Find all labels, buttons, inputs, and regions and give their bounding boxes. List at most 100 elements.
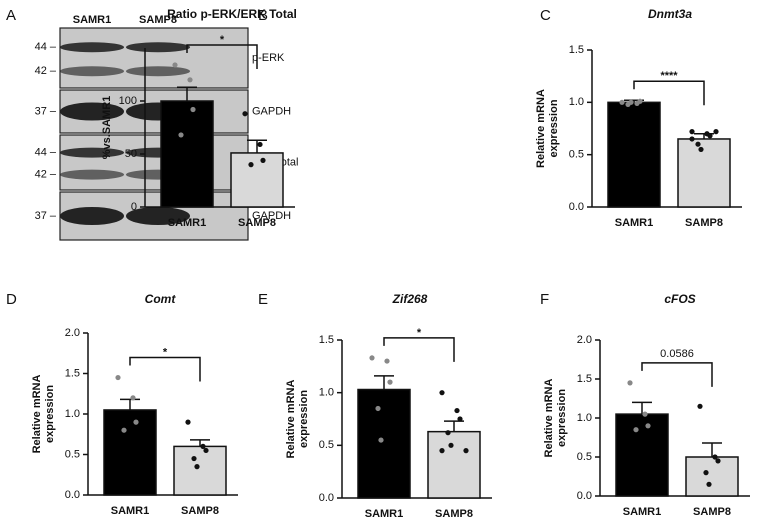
significance-label: *	[417, 327, 422, 339]
data-point	[448, 442, 454, 448]
y-tick-label: 1.0	[569, 96, 584, 108]
data-point	[194, 464, 200, 470]
bar	[607, 101, 661, 208]
chart-title: Ratio p-ERK/ERK Total	[167, 7, 297, 21]
data-point	[619, 99, 625, 105]
y-tick-label: 100	[119, 95, 137, 107]
significance-label: *	[220, 34, 225, 46]
bar	[685, 456, 739, 497]
chart-title: Comt	[145, 292, 177, 306]
y-tick-label: 0.0	[577, 490, 592, 502]
bar	[427, 430, 481, 499]
y-tick-label: 0.0	[569, 201, 584, 213]
data-point	[260, 157, 266, 163]
y-tick-label: 1.5	[569, 44, 584, 56]
data-point	[712, 454, 718, 460]
data-point	[454, 407, 460, 414]
data-point	[384, 358, 390, 364]
blot-label: p-ERK	[252, 52, 285, 64]
band	[126, 207, 190, 225]
x-tick-label: SAMP8	[435, 508, 473, 520]
y-tick-label: 50	[125, 148, 137, 160]
data-point	[190, 106, 196, 113]
y-tick-label: 0.5	[577, 451, 592, 463]
blot-label: GAPDH	[252, 105, 291, 117]
data-point	[369, 355, 375, 361]
data-point	[628, 99, 634, 105]
data-point	[191, 455, 197, 462]
y-axis-label: %vs.SAMR1	[101, 96, 113, 160]
y-tick-label: 1.5	[577, 373, 592, 385]
data-point	[130, 395, 136, 401]
y-axis-label: expression	[548, 99, 560, 157]
y-axis-label: expression	[44, 385, 56, 443]
y-axis-label: expression	[556, 389, 568, 447]
bar	[230, 152, 284, 208]
bar	[615, 413, 669, 497]
bar	[173, 445, 227, 496]
x-tick-label: SAMR1	[365, 508, 404, 520]
data-point	[689, 136, 695, 142]
y-tick-label: 1.0	[319, 387, 334, 399]
data-point	[439, 448, 445, 454]
x-tick-label: SAMR1	[615, 217, 654, 229]
data-point	[627, 380, 633, 386]
bar	[357, 388, 411, 499]
data-point	[642, 411, 648, 417]
band	[126, 42, 190, 53]
data-point	[187, 77, 193, 83]
data-point	[200, 443, 206, 449]
y-axis-label: Relative mRNA	[31, 375, 43, 454]
y-axis-label: Relative mRNA	[285, 380, 297, 459]
data-point	[445, 430, 451, 436]
data-point	[439, 390, 445, 396]
data-point	[257, 141, 263, 148]
bar	[103, 409, 157, 496]
x-tick-label: SAMP8	[238, 217, 276, 229]
significance-label: 0.0586	[660, 348, 694, 360]
data-point	[633, 427, 639, 433]
significance-bracket	[641, 362, 713, 387]
band	[60, 102, 124, 121]
x-tick-label: SAMP8	[181, 505, 219, 517]
blot-strip	[59, 134, 249, 191]
data-point	[172, 62, 178, 68]
marker-label: 42 –	[35, 65, 57, 77]
panel-label: C	[540, 7, 551, 24]
x-tick-label: SAMR1	[111, 505, 150, 517]
y-axis-label: Relative mRNA	[535, 89, 547, 168]
data-point	[133, 419, 139, 425]
x-tick-label: SAMR1	[623, 506, 662, 518]
y-tick-label: 1.0	[577, 412, 592, 424]
y-tick-label: 1.5	[65, 367, 80, 379]
y-tick-label: 2.0	[577, 334, 592, 346]
data-point	[178, 132, 184, 138]
x-tick-label: SAMP8	[693, 506, 731, 518]
band	[60, 147, 124, 158]
data-point	[387, 379, 393, 385]
y-tick-label: 2.0	[65, 327, 80, 339]
marker-label: 37 –	[35, 105, 57, 117]
data-point	[248, 162, 254, 168]
chart-title: cFOS	[664, 292, 695, 306]
data-point	[242, 111, 248, 117]
y-tick-label: 1.0	[65, 408, 80, 420]
marker-label: 44 –	[35, 147, 57, 159]
significance-bracket	[633, 80, 705, 106]
data-point	[457, 416, 463, 422]
significance-bracket	[186, 44, 258, 69]
chart-title: Dnmt3a	[648, 7, 692, 21]
marker-label: 44 –	[35, 41, 57, 53]
band	[60, 42, 124, 53]
bar	[677, 138, 731, 208]
panel-label: B	[258, 7, 268, 24]
data-point	[121, 427, 127, 433]
data-point	[185, 419, 191, 425]
lane-label: SAMP8	[139, 14, 177, 26]
data-point	[637, 98, 643, 104]
y-axis-label: Relative mRNA	[543, 379, 555, 458]
blot-strip	[59, 27, 249, 89]
data-point	[378, 437, 384, 443]
data-point	[689, 129, 695, 135]
